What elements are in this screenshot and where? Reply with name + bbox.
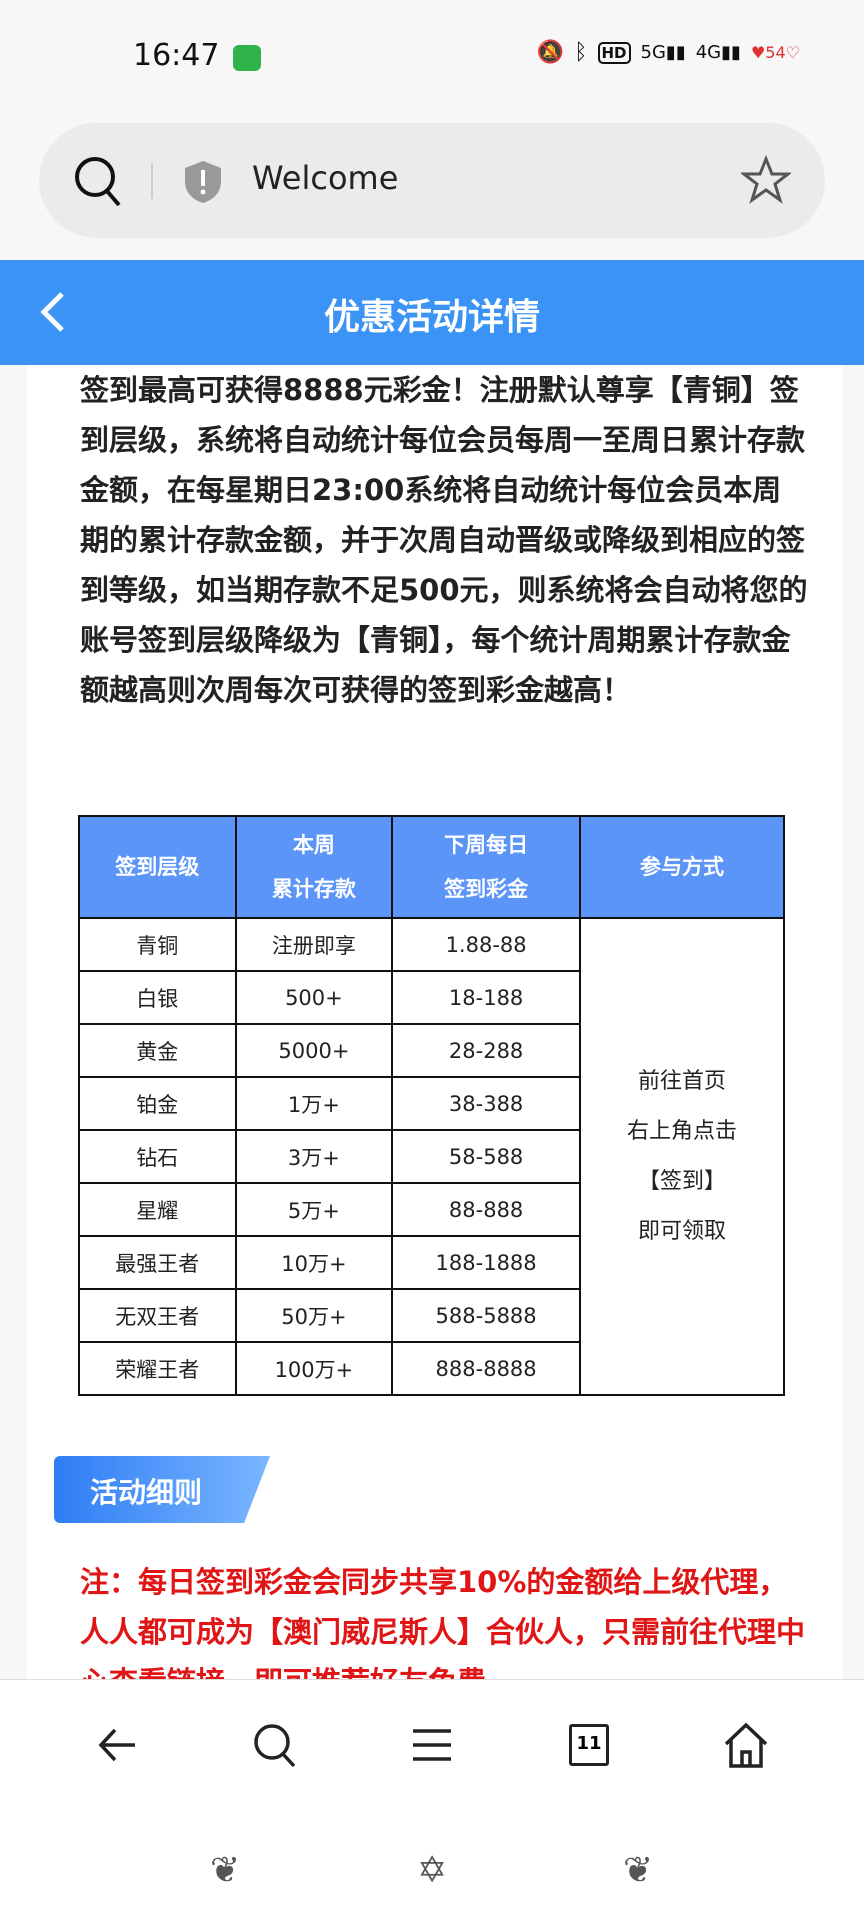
table-cell: 188-1888 [391, 1235, 581, 1290]
column-header: 本周 累计存款 [234, 815, 394, 919]
join-step: 【签到】 [637, 1168, 726, 1194]
signal-5g-icon: 5G▮▮ [640, 42, 686, 63]
app-header: 优惠活动详情 [0, 260, 864, 365]
mute-bell-icon: 🔕 [536, 40, 565, 65]
table-cell: 星耀 [78, 1182, 237, 1237]
search-icon[interactable] [250, 1720, 300, 1770]
table-cell: 28-288 [391, 1023, 581, 1078]
checkin-tier-table: 签到层级 本周 累计存款 下周每日 签到彩金 参与方式 青铜 注册即享 1.88-88 前往… [78, 815, 786, 1396]
column-header: 参与方式 [578, 815, 786, 919]
bookmark-star-icon[interactable] [741, 155, 791, 205]
clock: 16:47 [133, 38, 220, 73]
star-of-david-icon[interactable]: ✡ [417, 1850, 448, 1891]
join-step: 即可领取 [637, 1218, 726, 1244]
status-bar: 16:47 🔕 ᛒ HD 5G▮▮ 4G▮▮ ♥54♡ [0, 0, 864, 115]
table-row: 青铜 注册即享 1.88-88 前往首页 右上角点击 【签到】 即可领取 [78, 917, 786, 1396]
table-cell: 50万+ [234, 1288, 394, 1343]
wing-right-icon[interactable]: ❦ [623, 1850, 654, 1891]
table-row: 白银 500+ 18-188 [78, 970, 784, 1025]
battery-icon: ♥54♡ [750, 43, 800, 62]
join-method-cell: 前往首页右上角点击【签到】即可领取 [578, 917, 786, 1396]
table-cell: 100万+ [234, 1341, 394, 1396]
table-cell: 黄金 [78, 1023, 237, 1078]
browser-bottom-nav: 11 ❦ ✡ ❦ [0, 1679, 864, 1920]
table-cell: 10万+ [234, 1235, 394, 1290]
table-cell: 5万+ [234, 1182, 394, 1237]
hd-icon: HD [597, 41, 631, 64]
message-app-icon [233, 45, 261, 71]
section-title: 活动细则 [90, 1476, 203, 1509]
table-cell: 1万+ [234, 1076, 394, 1131]
table-cell: 1.88-88 [391, 917, 581, 972]
table-cell: 荣耀王者 [78, 1341, 237, 1396]
system-icons: 🔕 ᛒ HD 5G▮▮ 4G▮▮ ♥54♡ [537, 40, 800, 65]
table-row: 无双王者 50万+ 588-5888 [78, 1288, 784, 1343]
table-row: 星耀 5万+ 88-888 [78, 1182, 784, 1237]
home-icon[interactable] [721, 1720, 771, 1770]
page-title[interactable]: Welcome [252, 159, 399, 197]
table-cell: 无双王者 [78, 1288, 237, 1343]
table-cell: 88-888 [391, 1182, 581, 1237]
table-cell: 5000+ [234, 1023, 394, 1078]
table-row: 黄金 5000+ 28-288 [78, 1023, 784, 1078]
column-header: 下周每日 签到彩金 [391, 815, 581, 919]
back-arrow-icon[interactable] [93, 1720, 143, 1770]
content-card: 签到最高可获得8888元彩金！注册默认尊享【青铜】签到层级，系统将自动统计每位会… [27, 365, 843, 1680]
address-bar[interactable]: Welcome [39, 123, 825, 238]
table-cell: 38-388 [391, 1076, 581, 1131]
column-header: 签到层级 [78, 815, 237, 919]
table-cell: 18-188 [391, 970, 581, 1025]
table-row: 钻石 3万+ 58-588 [78, 1129, 784, 1184]
table-cell: 铂金 [78, 1076, 237, 1131]
wing-left-icon[interactable]: ❦ [210, 1850, 241, 1891]
table-cell: 白银 [78, 970, 237, 1025]
note-text: 注：每日签到彩金会同步共享10%的金额给上级代理，人人都可成为【澳门威尼斯人】合… [80, 1565, 806, 1680]
signal-4g-icon: 4G▮▮ [695, 42, 741, 63]
back-chevron-icon[interactable] [38, 290, 68, 334]
table-cell: 500+ [234, 970, 394, 1025]
table-cell: 588-5888 [391, 1288, 581, 1343]
table-cell: 最强王者 [78, 1235, 237, 1290]
tabs-button[interactable]: 11 [569, 1724, 609, 1766]
header-title: 优惠活动详情 [323, 297, 540, 338]
tabs-count: 11 [576, 1733, 602, 1754]
table-row: 铂金 1万+ 38-388 [78, 1076, 784, 1131]
battery-level: 54 [765, 43, 786, 62]
menu-icon[interactable] [407, 1720, 457, 1770]
divider [151, 163, 153, 199]
table-row: 荣耀王者 100万+ 888-8888 [78, 1341, 784, 1396]
table-cell: 钻石 [78, 1129, 237, 1184]
search-icon[interactable] [73, 155, 123, 207]
section-tab: 活动细则 [54, 1456, 270, 1523]
bluetooth-icon: ᛒ [574, 40, 588, 65]
table-cell: 58-588 [391, 1129, 581, 1184]
table-cell: 3万+ [234, 1129, 394, 1184]
table-cell: 注册即享 [234, 917, 394, 972]
join-step: 右上角点击 [626, 1118, 737, 1144]
table-cell: 888-8888 [391, 1341, 581, 1396]
table-row: 最强王者 10万+ 188-1888 [78, 1235, 784, 1290]
join-step: 前往首页 [637, 1068, 726, 1094]
shield-warning-icon[interactable] [183, 159, 223, 205]
table-cell: 青铜 [78, 917, 237, 972]
intro-text: 签到最高可获得8888元彩金！注册默认尊享【青铜】签到层级，系统将自动统计每位会… [80, 373, 808, 707]
